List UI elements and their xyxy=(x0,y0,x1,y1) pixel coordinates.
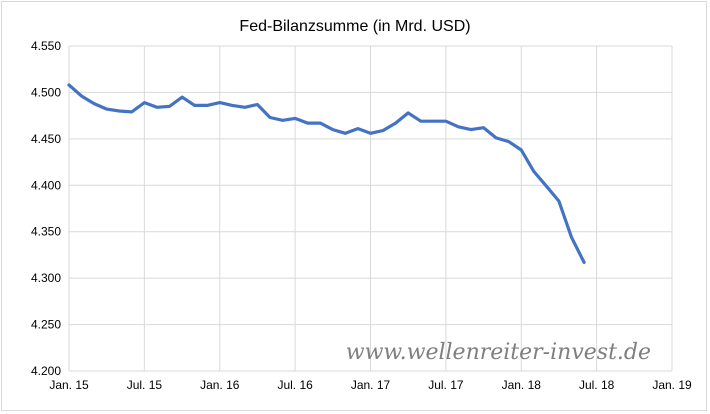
y-tick-label: 4.350 xyxy=(31,225,61,239)
x-tick-label: Jan. 16 xyxy=(200,378,240,392)
x-tick-label: Jul. 18 xyxy=(579,378,615,392)
watermark: www.wellenreiter-invest.de xyxy=(346,340,651,365)
x-tick-label: Jan. 17 xyxy=(351,378,391,392)
y-tick-label: 4.400 xyxy=(31,178,61,192)
y-tick-label: 4.450 xyxy=(31,132,61,146)
y-tick-label: 4.200 xyxy=(31,364,61,378)
x-tick-label: Jan. 19 xyxy=(652,378,692,392)
y-tick-label: 4.500 xyxy=(31,85,61,99)
x-axis: Jan. 15 Jul. 15 Jan. 16 Jul. 16 Jan. 17 Jul. … xyxy=(49,378,692,392)
x-tick-label: Jul. 16 xyxy=(277,378,313,392)
x-tick-label: Jan. 15 xyxy=(49,378,89,392)
series-line xyxy=(67,83,586,264)
x-tick-label: Jul. 15 xyxy=(127,378,163,392)
grid-lines xyxy=(68,45,673,372)
y-axis: 4.200 4.250 4.300 4.350 4.400 4.450 4.500 4.550 xyxy=(31,39,61,378)
x-tick-label: Jul. 17 xyxy=(428,378,464,392)
y-tick-label: 4.300 xyxy=(31,271,61,285)
y-tick-label: 4.250 xyxy=(31,318,61,332)
x-tick-label: Jan. 18 xyxy=(502,378,542,392)
series-group xyxy=(67,83,586,264)
y-tick-label: 4.550 xyxy=(31,39,61,53)
chart-title: Fed-Bilanzsumme (in Mrd. USD) xyxy=(239,18,470,35)
